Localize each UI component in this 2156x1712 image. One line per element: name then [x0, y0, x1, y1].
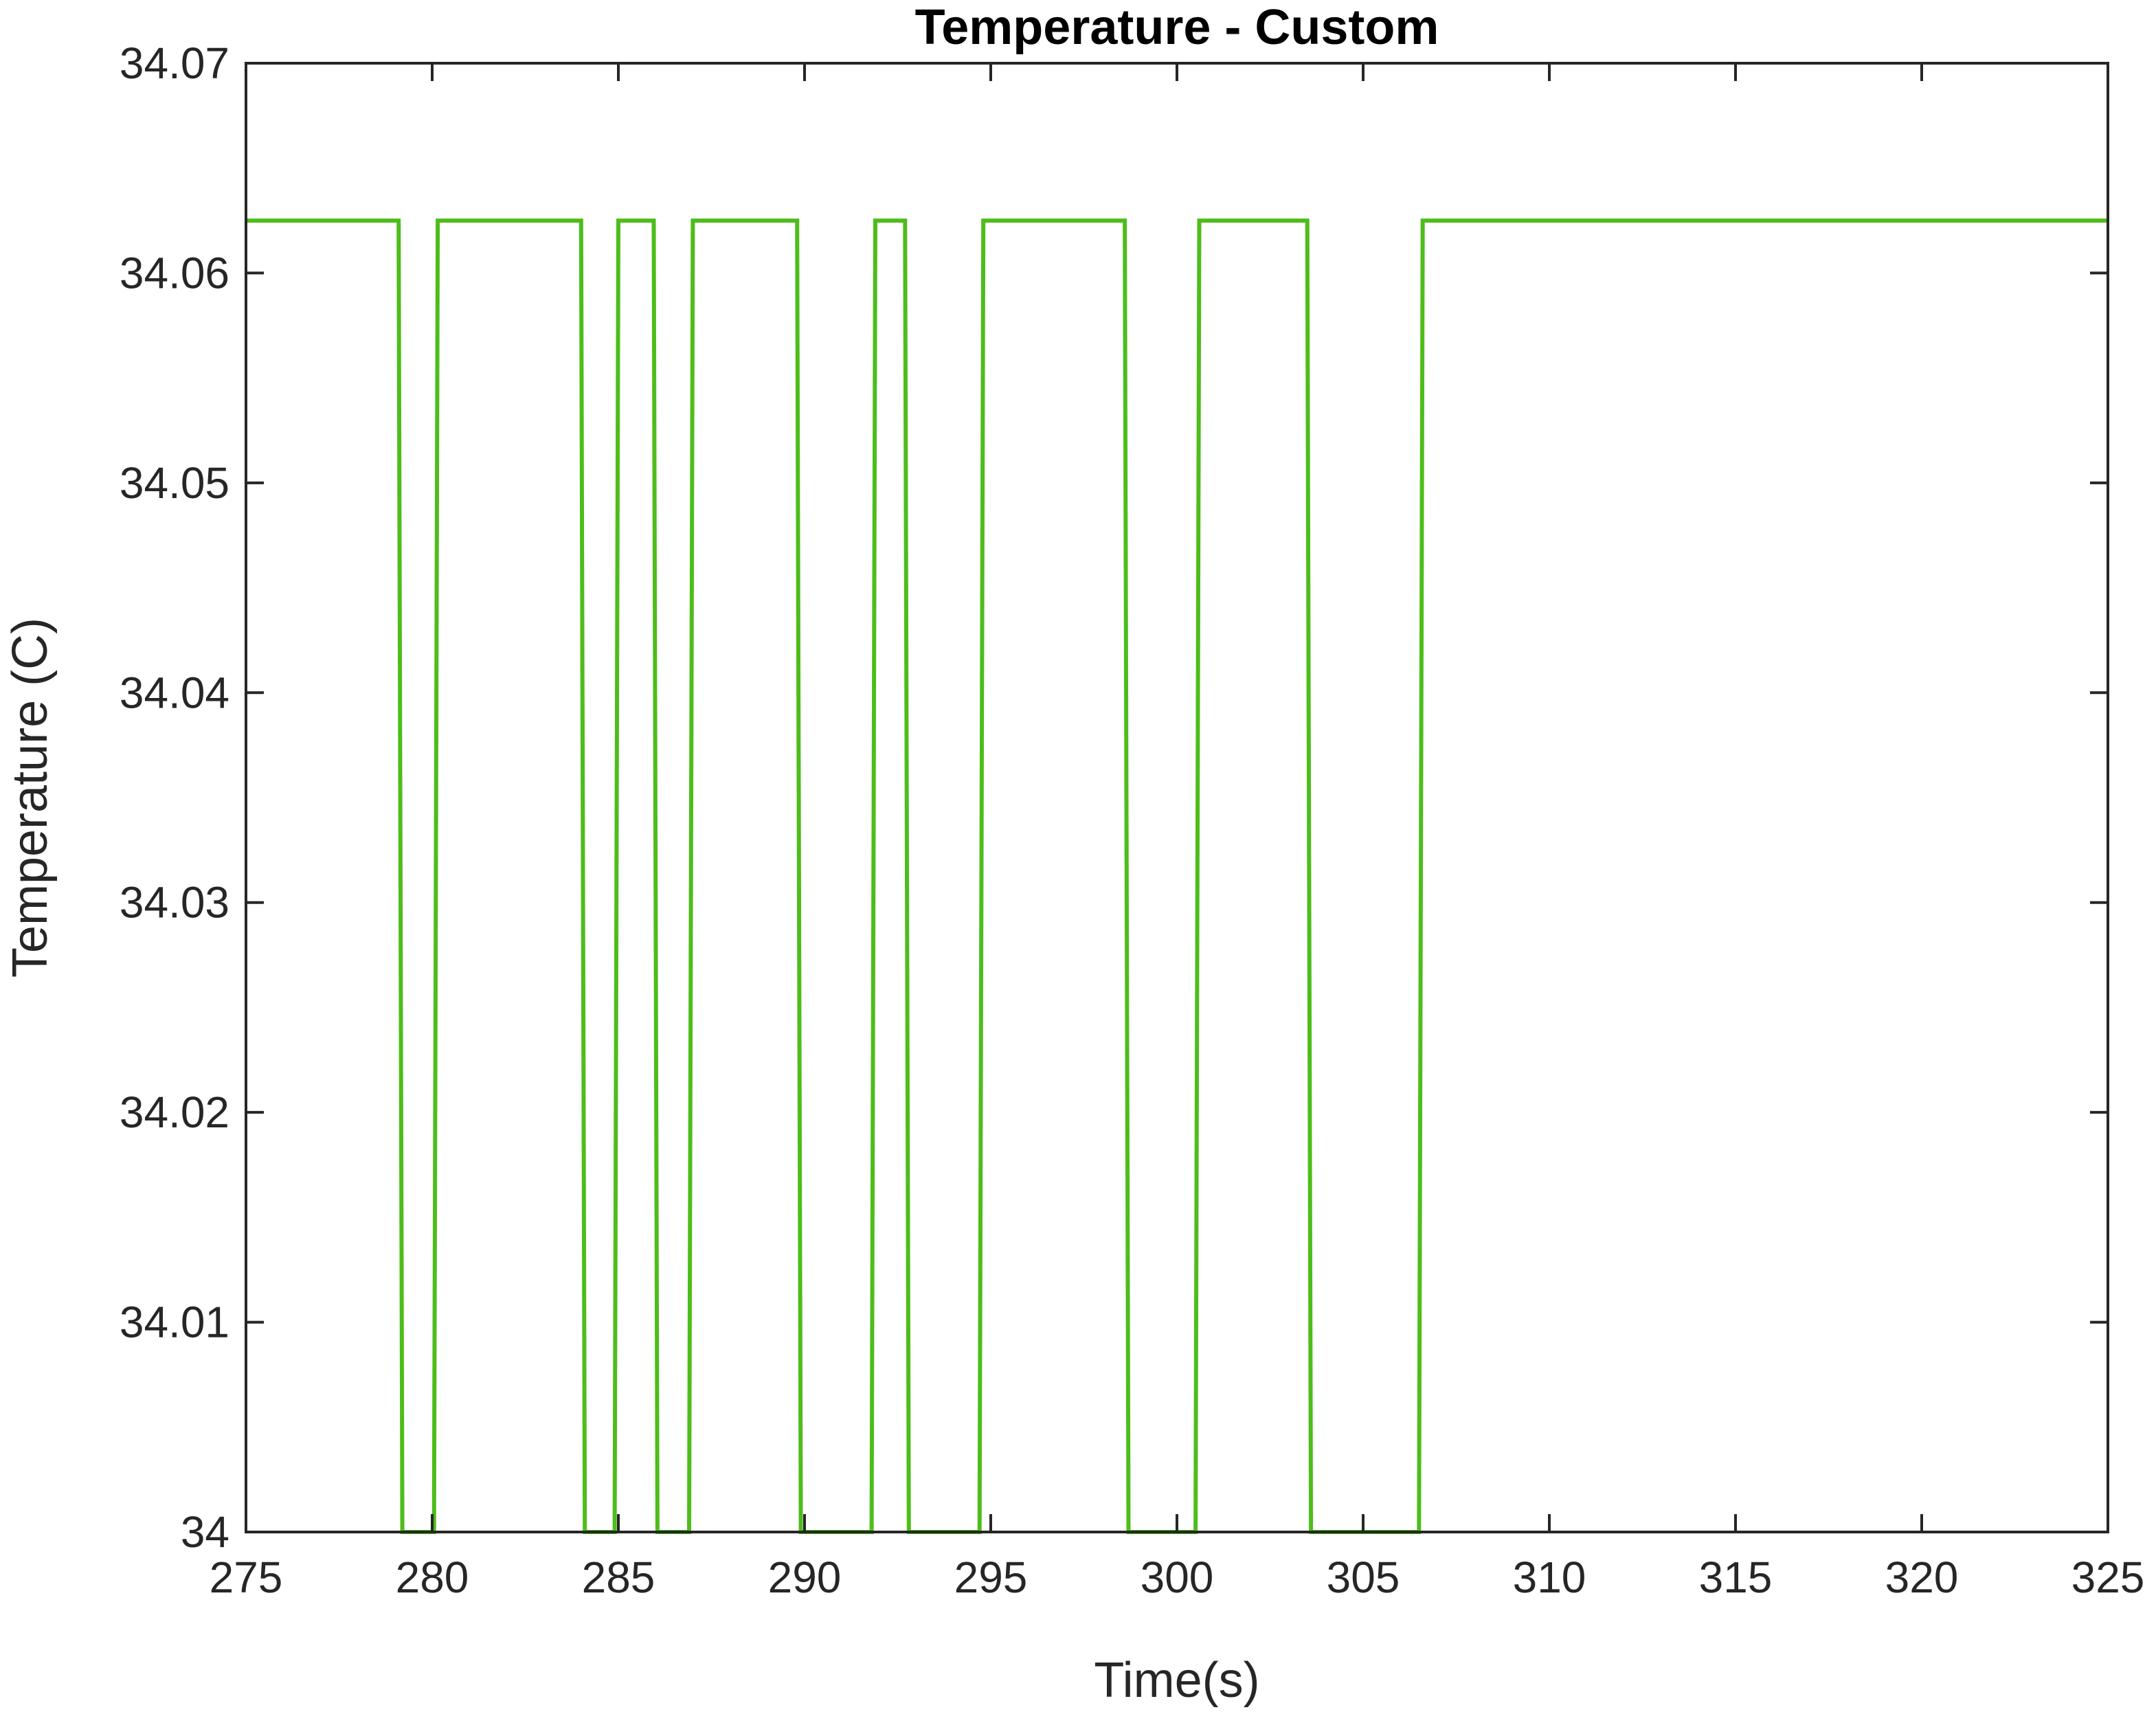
labels-layer: 275 280 285 290 295 300 305 310 315 320 325 34 34.01… — [120, 38, 2145, 1602]
x-tick-label: 325 — [2071, 1553, 2145, 1602]
plot-background — [246, 63, 2108, 1532]
y-tick-label: 34.03 — [120, 878, 229, 927]
y-tick-label: 34.05 — [120, 458, 229, 508]
x-tick-label: 290 — [768, 1553, 842, 1602]
x-tick-label: 320 — [1885, 1553, 1959, 1602]
y-tick-label: 34.07 — [120, 38, 229, 88]
y-tick-label: 34 — [181, 1507, 229, 1557]
chart-title: Temperature - Custom — [915, 0, 1439, 55]
x-tick-label: 295 — [954, 1553, 1028, 1602]
y-tick-label: 34.04 — [120, 668, 229, 717]
x-tick-label: 305 — [1327, 1553, 1400, 1602]
x-tick-label: 275 — [210, 1553, 283, 1602]
plot-frame — [245, 62, 2109, 1533]
x-tick-label: 280 — [396, 1553, 469, 1602]
y-tick-label: 34.02 — [120, 1088, 229, 1137]
x-tick-label: 300 — [1141, 1553, 1214, 1602]
x-tick-label: 310 — [1513, 1553, 1586, 1602]
x-tick-label: 315 — [1699, 1553, 1773, 1602]
y-axis-label: Temperature (C) — [3, 618, 58, 978]
x-tick-label: 285 — [582, 1553, 655, 1602]
y-tick-label: 34.01 — [120, 1298, 229, 1347]
y-tick-label: 34.06 — [120, 248, 229, 297]
x-axis-label: Time(s) — [1094, 1653, 1259, 1708]
